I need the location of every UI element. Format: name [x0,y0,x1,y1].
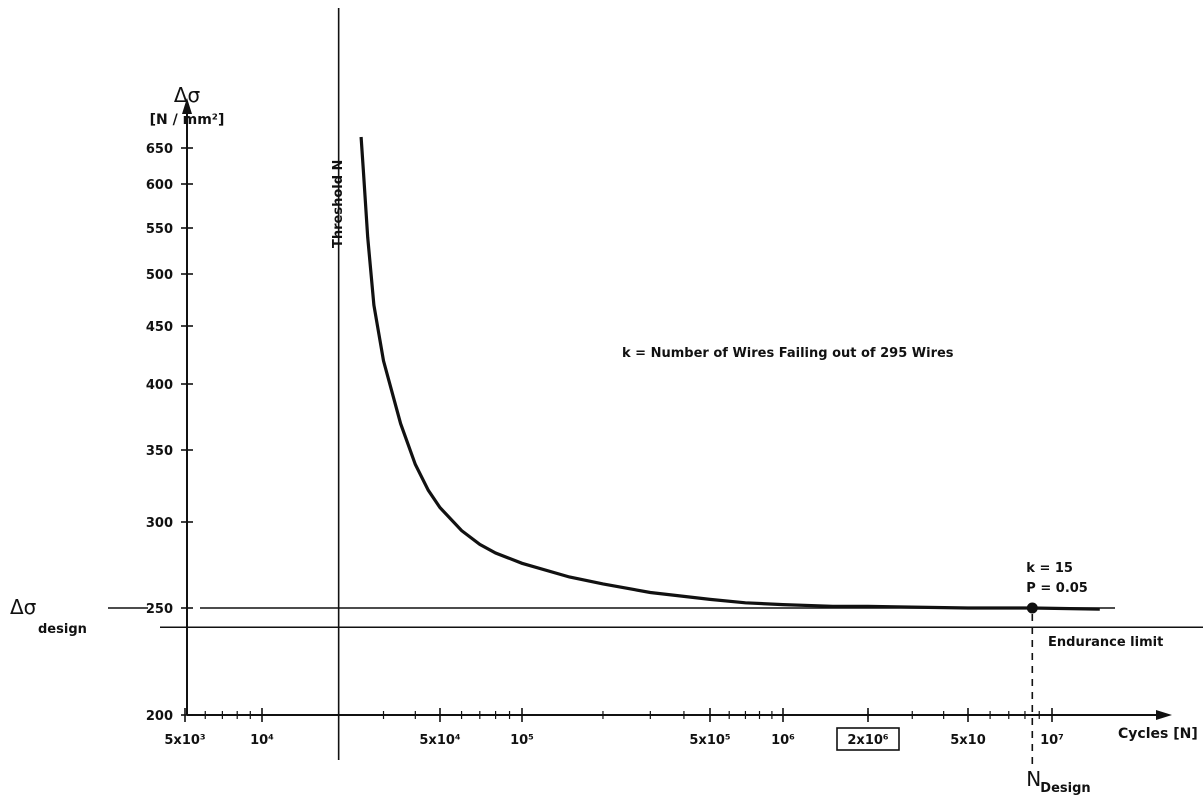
x-tick-label: 5x10⁴ [419,733,461,748]
x-tick-label: 10⁴ [250,733,274,748]
y-tick-label: 650 [146,142,173,157]
endurance-limit-label: Endurance limit [1048,635,1163,650]
design-point-k-label: k = 15 [1026,561,1073,576]
y-tick-label: 300 [146,516,173,531]
y-tick-label: 450 [146,320,173,335]
x-axis-arrow [1156,710,1172,720]
x-axis-label: Cycles [N] [1118,726,1198,742]
x-tick-label: 5x10³ [164,733,205,748]
y-ticks: 200 250 300 350 400 450 500 550 600 650 [146,142,193,724]
x-tick-label: 10⁶ [771,733,795,748]
y-tick-label: 350 [146,444,173,459]
n-design-label: N [1026,767,1041,791]
n-design-sublabel: Design [1040,781,1090,796]
x-tick-label: 5x10 [950,733,986,748]
y-tick-label: 500 [146,268,173,283]
x-tick-label: 5x10⁵ [689,733,730,748]
design-point-p-label: P = 0.05 [1026,581,1088,596]
y-axis-arrow [182,98,192,114]
x-minor-ticks [204,711,1040,719]
y-tick-label: 250 [146,602,173,617]
y-axis-label: Δσ [174,83,201,107]
y-tick-label: 400 [146,378,173,393]
y-tick-label: 200 [146,709,173,724]
design-point-marker [1026,602,1038,614]
threshold-label: Threshold N [331,160,346,248]
x-tick-label: 10⁷ [1040,733,1064,748]
x-ticks: 5x10³ 10⁴ 5x10⁴ 10⁵ 5x10⁵ 10⁶ 2x10⁶ 5x10 10⁷ [164,708,1064,751]
y-tick-label: 600 [146,178,173,193]
wires-annotation: k = Number of Wires Failing out of 295 W… [622,346,954,361]
y-tick-label: 550 [146,222,173,237]
y-axis-unit: [N / mm²] [150,112,225,128]
sn-curve-line [359,136,1100,611]
design-stress-label: Δσ [10,595,37,619]
x-tick-label-box [836,727,900,751]
design-stress-sublabel: design [38,622,87,637]
x-tick-label: 10⁵ [510,733,534,748]
x-tick-label: 2x10⁶ [847,733,889,748]
